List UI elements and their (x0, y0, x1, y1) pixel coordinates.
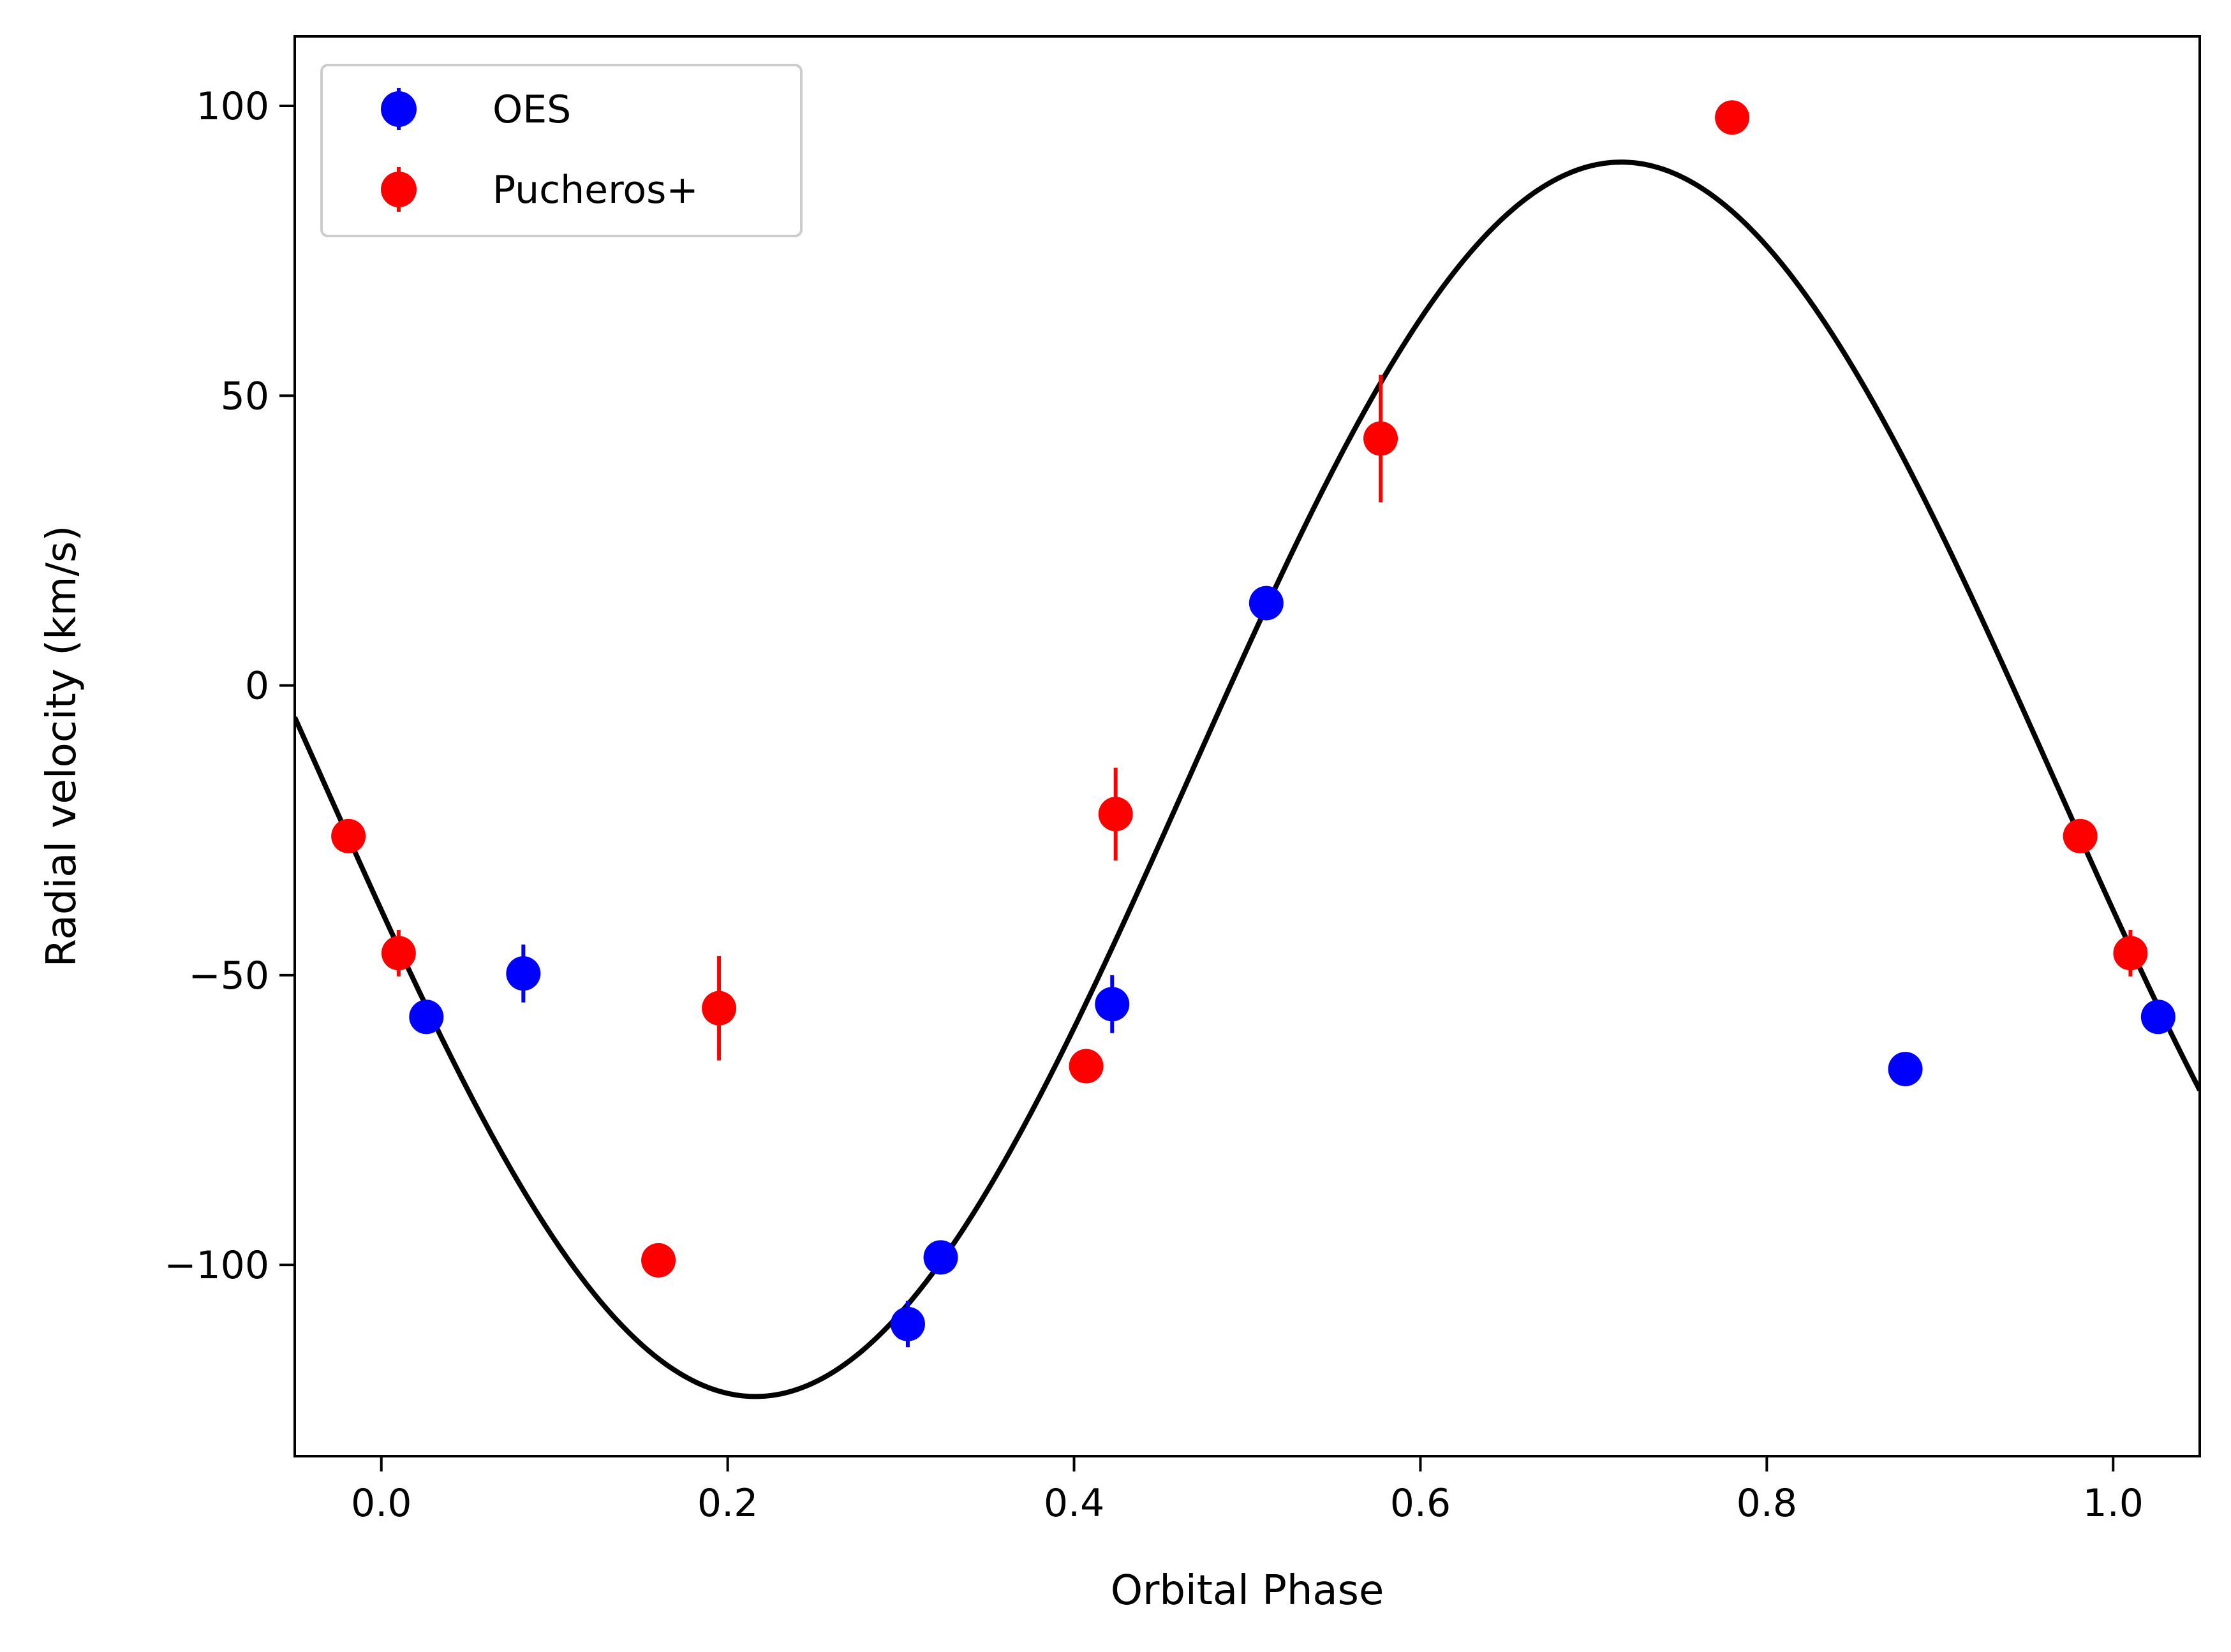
model-curve-layer (295, 159, 2200, 1399)
data-point-oes-2 (890, 1301, 925, 1348)
legend: OES Pucheros+ (320, 64, 803, 237)
marker-oes-7 (2140, 999, 2175, 1035)
marker-pucheros-2 (641, 1243, 676, 1278)
data-point-oes-4 (1095, 975, 1130, 1033)
data-point-pucheros-9 (2113, 930, 2148, 977)
y-tick-label: −100 (164, 1243, 269, 1288)
legend-oes-label: OES (493, 87, 571, 132)
marker-pucheros-3 (702, 991, 737, 1026)
marker-pucheros-9 (2113, 936, 2148, 971)
x-tick-label: 1.0 (2083, 1481, 2144, 1526)
data-point-pucheros-8 (2063, 818, 2098, 853)
data-point-oes-3 (923, 1240, 958, 1275)
y-tick-label: 50 (221, 374, 269, 418)
data-point-oes-7 (2140, 999, 2175, 1035)
legend-entry-pucheros: Pucheros+ (381, 167, 699, 212)
y-axis-label: Radial velocity (km/s) (38, 526, 85, 968)
data-point-pucheros-3 (702, 955, 737, 1061)
marker-pucheros-6 (1363, 421, 1398, 456)
marker-oes-4 (1095, 987, 1130, 1022)
marker-pucheros-0 (331, 818, 366, 853)
legend-frame (320, 64, 803, 237)
marker-oes-5 (1249, 586, 1284, 621)
x-tick-label: 0.4 (1044, 1481, 1104, 1526)
plot-frame (293, 35, 2201, 1457)
marker-oes-2 (890, 1306, 925, 1341)
y-tick-label: −50 (188, 954, 269, 998)
data-point-oes-0 (409, 999, 444, 1035)
marker-pucheros-1 (381, 936, 416, 971)
data-point-pucheros-4 (1069, 1049, 1104, 1084)
x-axis: 0.0 0.2 0.4 0.6 0.8 1.0 (351, 1456, 2144, 1526)
x-tick-label: 0.8 (1737, 1481, 1797, 1526)
y-tick-label: 0 (245, 664, 269, 709)
data-point-pucheros-7 (1715, 100, 1750, 135)
x-tick-label: 0.0 (351, 1481, 411, 1526)
legend-pucheros-label: Pucheros+ (493, 168, 699, 212)
x-tick-label: 0.6 (1390, 1481, 1451, 1526)
marker-oes-0 (409, 999, 444, 1035)
data-point-pucheros-5 (1098, 767, 1133, 860)
marker-oes-6 (1888, 1052, 1923, 1087)
model-curve-line (295, 159, 2200, 1399)
y-tick-label: 100 (196, 84, 269, 129)
data-point-pucheros-1 (381, 930, 416, 977)
data-point-pucheros-0 (331, 818, 366, 853)
legend-oes-marker (381, 91, 417, 127)
x-axis-label: Orbital Phase (1111, 1567, 1384, 1614)
marker-pucheros-5 (1098, 797, 1133, 832)
data-point-pucheros-6 (1363, 374, 1398, 503)
legend-pucheros-marker (381, 172, 417, 207)
y-axis: 100 50 0 −50 −100 (164, 84, 295, 1288)
marker-pucheros-7 (1715, 100, 1750, 135)
marker-oes-1 (506, 956, 541, 991)
legend-entry-oes: OES (381, 87, 571, 132)
x-tick-label: 0.2 (697, 1481, 758, 1526)
data-point-oes-6 (1888, 1052, 1923, 1087)
data-points-layer (331, 100, 2175, 1348)
data-point-oes-1 (506, 944, 541, 1003)
data-point-oes-5 (1249, 586, 1284, 621)
marker-pucheros-8 (2063, 818, 2098, 853)
marker-pucheros-4 (1069, 1049, 1104, 1084)
marker-oes-3 (923, 1240, 958, 1275)
data-point-pucheros-2 (641, 1243, 676, 1278)
